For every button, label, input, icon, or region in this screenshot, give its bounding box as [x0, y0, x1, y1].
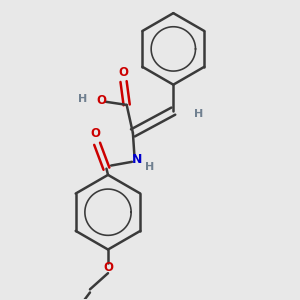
Text: H: H — [194, 109, 203, 119]
Text: N: N — [132, 153, 143, 166]
Text: O: O — [91, 127, 100, 140]
Text: O: O — [97, 94, 107, 107]
Text: H: H — [79, 94, 88, 104]
Text: O: O — [118, 66, 129, 79]
Text: H: H — [145, 162, 154, 172]
Text: O: O — [103, 261, 113, 274]
